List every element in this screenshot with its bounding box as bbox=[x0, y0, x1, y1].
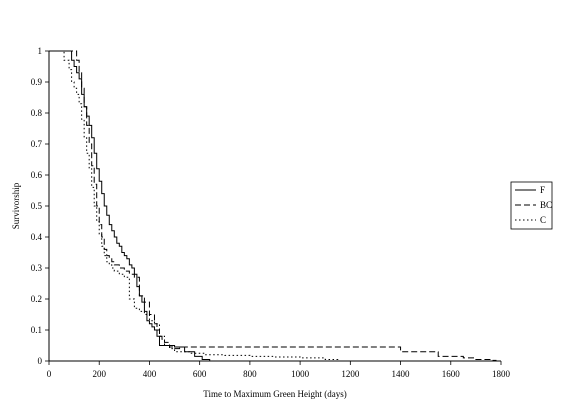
x-axis-label: Time to Maximum Green Height (days) bbox=[203, 389, 346, 399]
x-tick-label: 1400 bbox=[392, 369, 411, 379]
y-tick-label: 0.6 bbox=[31, 170, 43, 180]
series-line-c bbox=[49, 50, 339, 361]
x-tick-label: 1200 bbox=[341, 369, 360, 379]
legend-label-bc: BC bbox=[540, 200, 552, 210]
x-tick-label: 600 bbox=[193, 369, 207, 379]
y-tick-label: 0.3 bbox=[31, 263, 43, 273]
plot-axes bbox=[48, 51, 501, 362]
y-tick-label: 0.4 bbox=[31, 232, 43, 242]
x-tick-label: 800 bbox=[243, 369, 257, 379]
y-tick-label: 0.8 bbox=[31, 108, 43, 118]
y-tick-label: 0.2 bbox=[31, 294, 42, 304]
y-tick-label: 0.7 bbox=[31, 139, 43, 149]
x-tick-label: 1000 bbox=[291, 369, 310, 379]
y-tick-label: 0.9 bbox=[31, 77, 43, 87]
x-tick-label: 0 bbox=[47, 369, 52, 379]
series-layer bbox=[49, 50, 497, 361]
y-tick-label: 0.5 bbox=[31, 201, 43, 211]
series-line-f bbox=[49, 50, 211, 361]
y-axis-label: Survivorship bbox=[11, 182, 21, 229]
x-tick-label: 200 bbox=[92, 369, 106, 379]
y-tick-label: 0.1 bbox=[31, 325, 42, 335]
legend-label-c: C bbox=[540, 215, 546, 225]
legend-label-f: F bbox=[540, 185, 545, 195]
x-tick-label: 1800 bbox=[492, 369, 511, 379]
y-tick-label: 0 bbox=[38, 356, 43, 366]
x-tick-label: 1600 bbox=[442, 369, 461, 379]
y-tick-label: 1 bbox=[38, 46, 43, 56]
legend: F BC C bbox=[510, 181, 553, 230]
x-tick-label: 400 bbox=[143, 369, 157, 379]
ticks-layer: 0 200 400 600 800 1000 1200 1400 1600 1800 0 0.1 0.2… bbox=[31, 46, 511, 379]
series-line-bc bbox=[49, 50, 497, 361]
